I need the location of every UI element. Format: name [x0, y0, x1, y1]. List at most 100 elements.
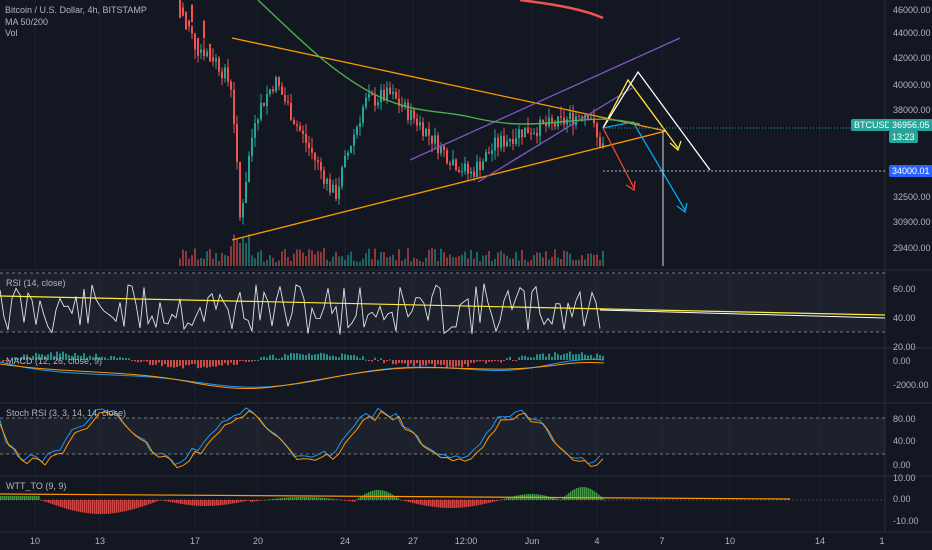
volume-bar	[317, 251, 319, 266]
wtt-bar	[486, 500, 488, 504]
volume-bar	[377, 259, 379, 266]
wtt-bar	[320, 497, 322, 500]
wtt-bar	[466, 500, 468, 508]
macd-histogram-bar	[89, 355, 91, 360]
volume-bar	[482, 255, 484, 266]
macd-histogram-bar	[239, 360, 241, 361]
wtt-bar	[288, 497, 290, 500]
macd-pane-label[interactable]: MACD (12, 26, close, 9)	[6, 356, 103, 366]
ma-legend[interactable]: MA 50/200	[5, 16, 49, 27]
candle-body	[362, 107, 364, 124]
wtt-bar	[332, 498, 334, 500]
macd-histogram-bar	[311, 354, 313, 360]
macd-histogram-bar	[290, 352, 292, 360]
wtt-bar	[424, 500, 426, 506]
candle-body	[518, 129, 520, 138]
volume-legend[interactable]: Vol	[5, 28, 18, 38]
candle-body	[431, 135, 433, 144]
wtt-bar	[554, 498, 556, 500]
wtt-bar	[280, 498, 282, 500]
candle-body	[560, 116, 562, 118]
wtt-bar	[392, 494, 394, 500]
candle-body	[578, 116, 580, 118]
macd-tick-label: -2000.00	[893, 380, 929, 390]
wtt-bar	[372, 490, 374, 500]
wtt-bar	[154, 500, 156, 503]
yellow-arrowhead	[669, 140, 682, 152]
wtt-bar	[292, 497, 294, 500]
macd-histogram-bar	[242, 360, 244, 361]
macd-histogram-bar	[590, 354, 592, 360]
candle-body	[197, 37, 199, 56]
macd-histogram-bar	[458, 360, 460, 367]
macd-histogram-bar	[194, 360, 196, 364]
volume-bar	[437, 261, 439, 266]
macd-histogram-bar	[560, 355, 562, 360]
wtt-bar	[30, 496, 32, 500]
candle-body	[458, 169, 460, 172]
wtt-bar	[32, 496, 34, 500]
wtt-bar	[84, 500, 86, 513]
candle-body	[332, 184, 334, 193]
macd-histogram-bar	[542, 353, 544, 360]
wtt-bar	[552, 497, 554, 500]
wtt-bar	[106, 500, 108, 514]
trend-drawings[interactable]	[231, 37, 885, 266]
macd-histogram-bar	[455, 360, 457, 367]
wtt-bar	[18, 496, 20, 500]
macd-histogram-bar	[320, 352, 322, 360]
wtt-bar	[26, 496, 28, 500]
macd-histogram-bar	[389, 359, 391, 361]
wtt-bar	[156, 500, 158, 502]
wtt-bar	[46, 500, 48, 503]
volume-bar	[557, 257, 559, 266]
candle-body	[455, 159, 457, 170]
wtt-pane-label[interactable]: WTT_TO (9, 9)	[6, 481, 67, 491]
volume-bar	[485, 255, 487, 266]
macd-histogram-bar	[476, 360, 478, 362]
macd-histogram-bar	[5, 360, 7, 361]
chart-legend: Bitcoin / U.S. Dollar, 4h, BITSTAMP MA 5…	[5, 5, 147, 40]
macd-histogram-bar	[461, 360, 463, 368]
macd-histogram-bar	[44, 355, 46, 360]
wtt-bar	[216, 500, 218, 506]
macd-histogram-bar	[398, 360, 400, 363]
macd-histogram-bar	[506, 358, 508, 360]
wtt-bar	[184, 500, 186, 505]
wtt-bar	[86, 500, 88, 514]
volume-bar	[314, 254, 316, 266]
volume-bar	[350, 251, 352, 266]
white-projection	[602, 70, 711, 171]
volume-bar	[179, 258, 181, 266]
candle-body	[407, 102, 409, 121]
macd-histogram-bar	[419, 360, 421, 368]
wtt-bar	[396, 497, 398, 500]
candle-body	[452, 159, 454, 166]
price-tick-label: 38000.00	[893, 105, 931, 115]
stoch-pane-label[interactable]: Stoch RSI (3, 3, 14, 14, close)	[6, 408, 127, 418]
rsi-pane-label[interactable]: RSI (14, close)	[6, 278, 66, 288]
volume-bar	[239, 242, 241, 266]
rsi-line	[0, 283, 601, 335]
macd-histogram-bar	[29, 357, 31, 360]
wtt-bar	[178, 500, 180, 504]
wtt-bar	[64, 500, 66, 509]
wtt-bar	[300, 497, 302, 500]
wtt-bar	[276, 498, 278, 500]
wtt-bar	[494, 500, 496, 502]
candle-body	[416, 118, 418, 126]
macd-histogram-bar	[299, 353, 301, 360]
volume-bar	[518, 260, 520, 266]
wtt-bar	[506, 498, 508, 500]
candle-body	[533, 132, 535, 134]
wtt-bar	[168, 500, 170, 502]
wtt-bar	[204, 500, 206, 506]
macd-histogram-bar	[572, 354, 574, 360]
candle-body	[290, 102, 292, 121]
symbol-name: BTCUSD	[854, 120, 892, 130]
macd-histogram-bar	[470, 360, 472, 363]
macd-histogram-bar	[206, 360, 208, 368]
wtt-bar	[150, 500, 152, 504]
macd-histogram-bar	[281, 357, 283, 360]
